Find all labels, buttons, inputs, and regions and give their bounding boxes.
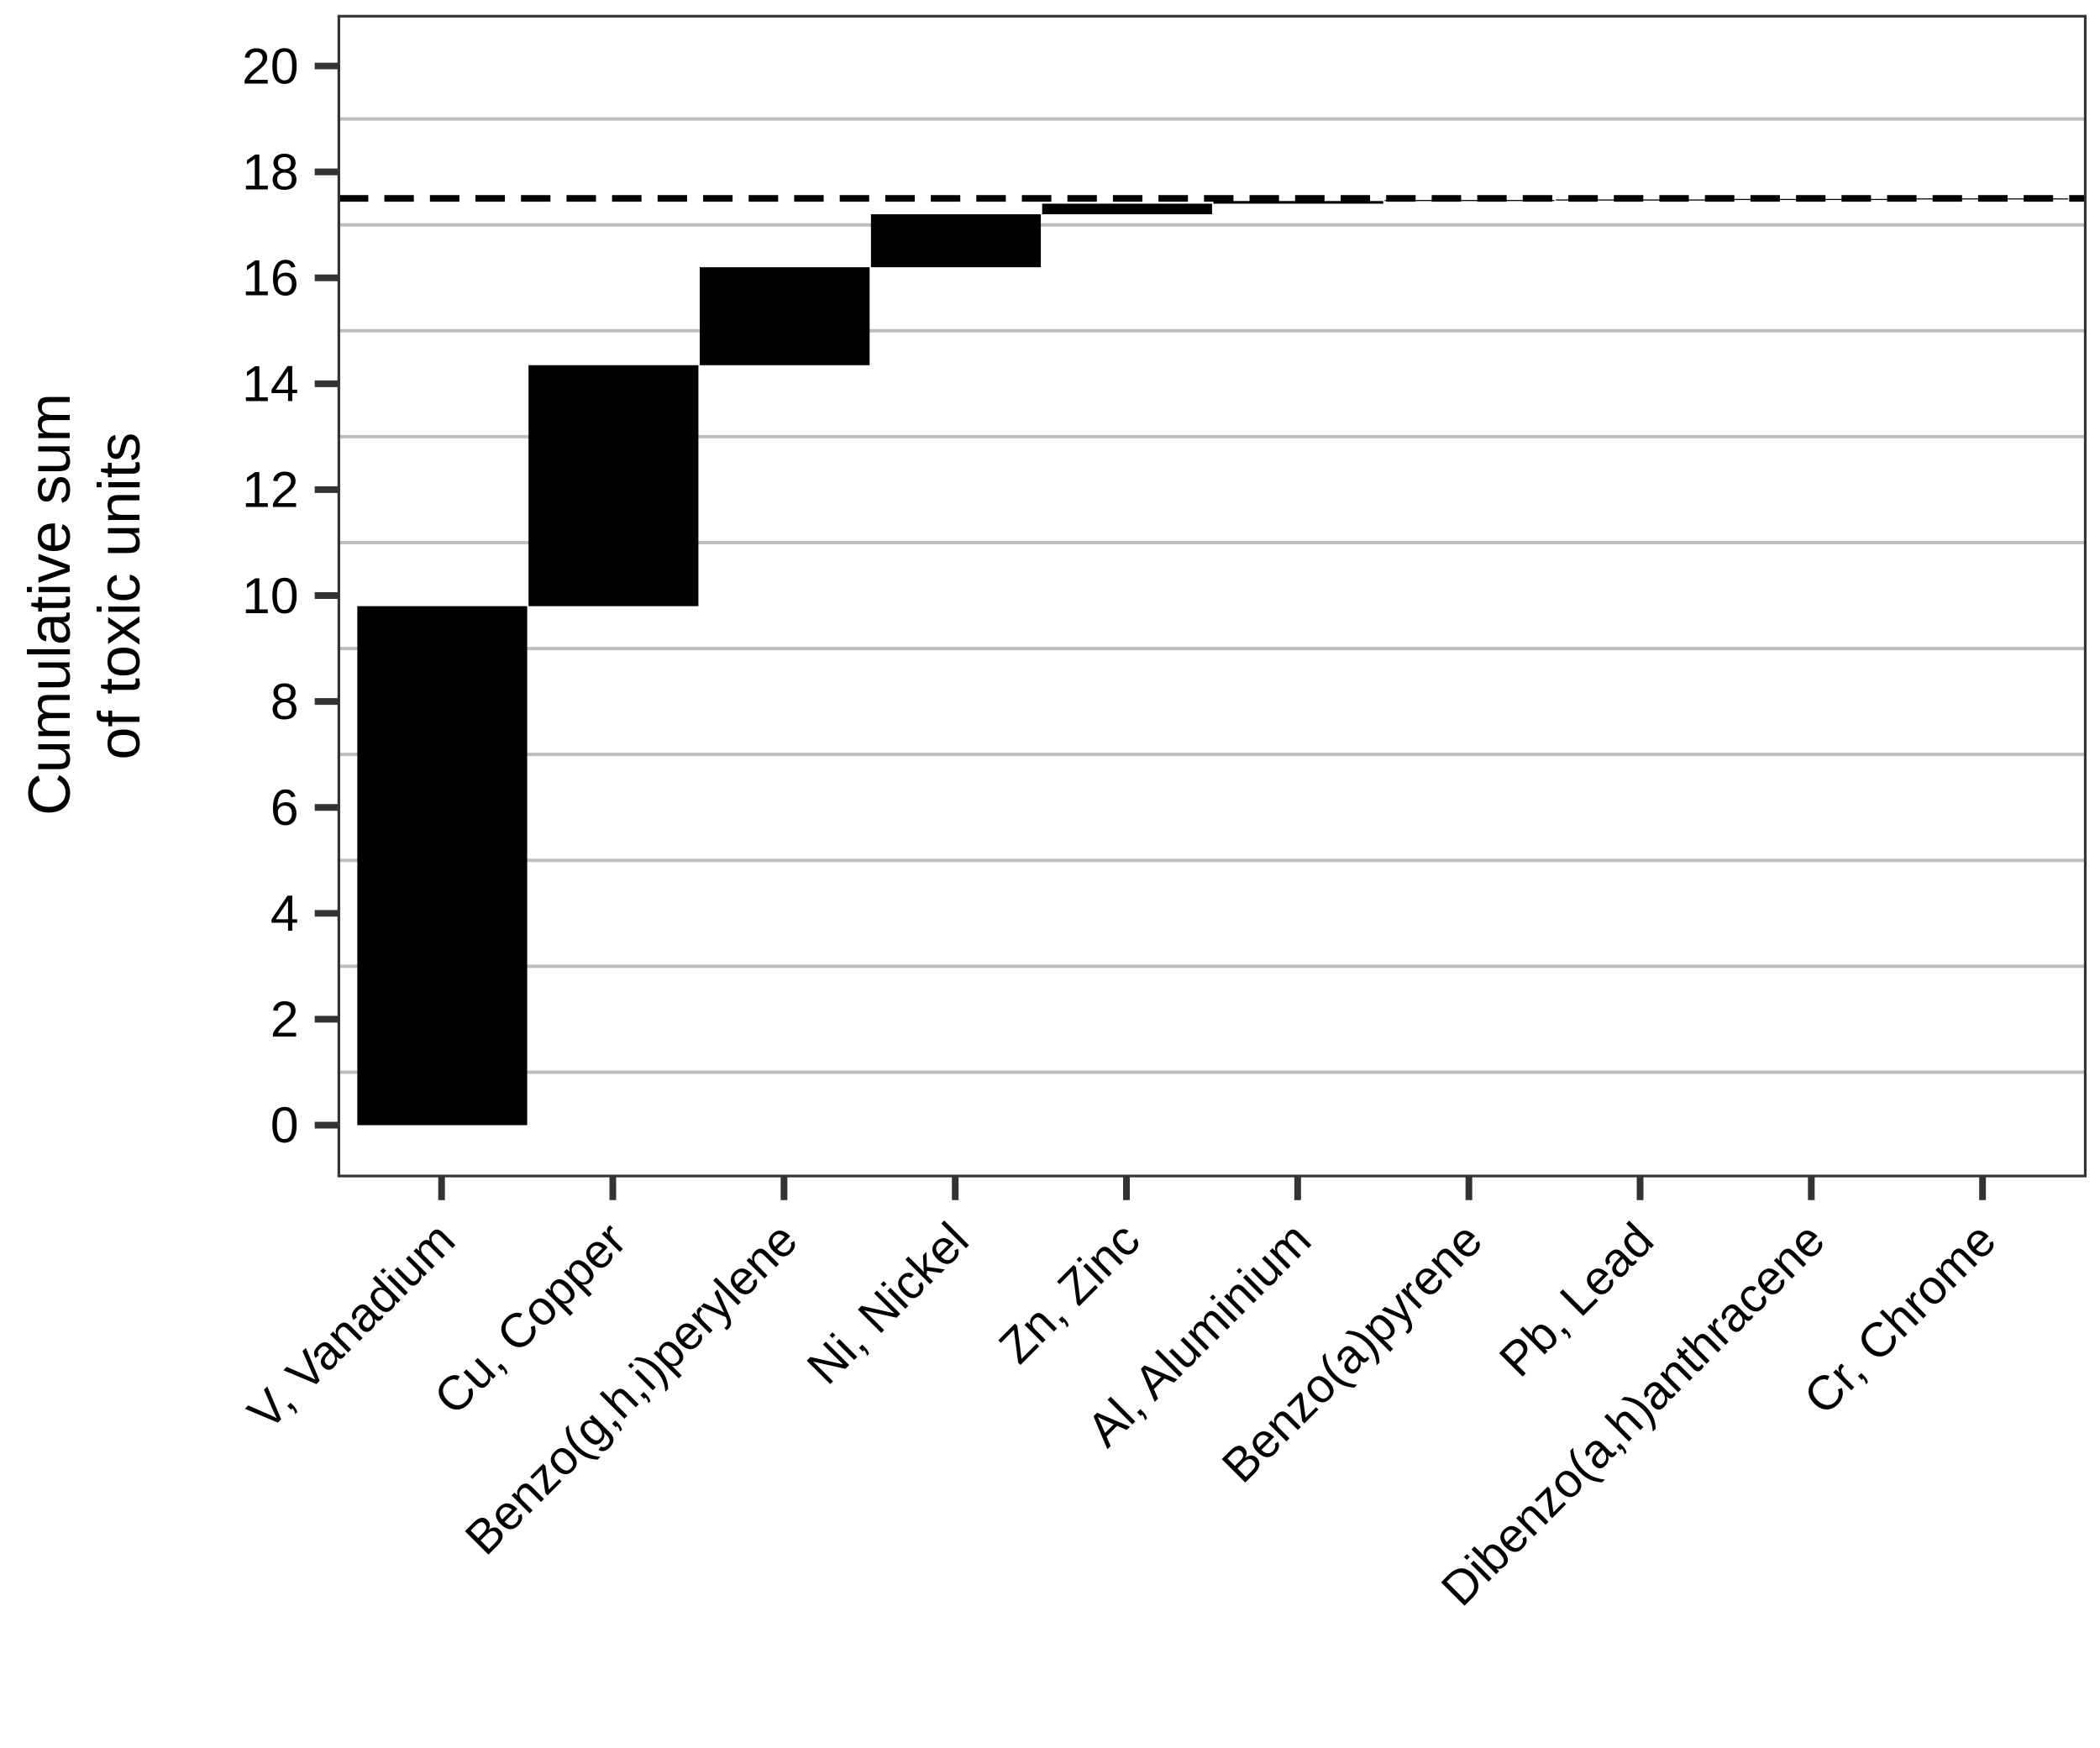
plot-border (337, 14, 2087, 1178)
bar (870, 214, 1042, 268)
bar (357, 606, 528, 1126)
y-tick-label: 20 (242, 37, 298, 94)
bar (1042, 203, 1212, 215)
y-tick-label: 0 (270, 1096, 299, 1153)
y-axis-title-line: Cumulative sum (16, 393, 82, 816)
y-tick-label: 18 (242, 143, 298, 200)
y-tick-label: 2 (270, 990, 299, 1047)
y-axis-title-line: of toxic units (86, 433, 152, 760)
y-tick-label: 16 (242, 249, 298, 306)
bar (700, 267, 870, 365)
bar (1384, 200, 1555, 202)
y-axis-title: Cumulative sum of toxic units (16, 376, 152, 815)
y-tick-label: 4 (270, 884, 299, 942)
bar (528, 365, 699, 606)
y-tick-label: 10 (242, 567, 298, 624)
y-tick-label: 8 (270, 673, 299, 730)
y-tick-label: 14 (242, 355, 298, 412)
y-tick-label: 6 (270, 779, 299, 836)
bar (1213, 201, 1383, 204)
y-tick-label: 12 (242, 461, 298, 518)
